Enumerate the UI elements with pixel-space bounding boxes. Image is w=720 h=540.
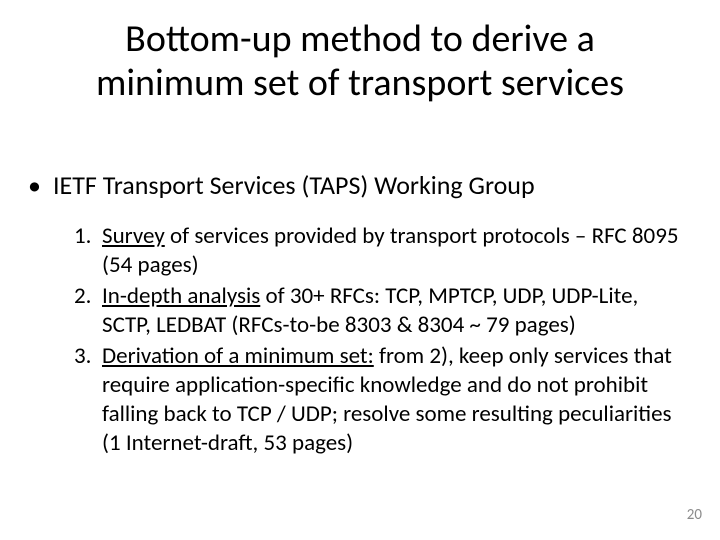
list-tail: (1 Internet-draft, 53 pages) <box>102 429 353 457</box>
page-number: 20 <box>687 506 702 524</box>
list-marker: 2. <box>74 282 102 311</box>
list-lead: Survey <box>102 222 165 250</box>
title-line-2: minimum set of transport services <box>96 60 624 106</box>
numbered-list: 1. Survey of services provided by transp… <box>74 222 680 460</box>
list-body: In-depth analysis of 30+ RFCs: TCP, MPTC… <box>102 282 680 340</box>
list-marker: 1. <box>74 222 102 251</box>
list-marker: 3. <box>74 342 102 371</box>
bullet-item: • IETF Transport Services (TAPS) Working… <box>28 170 692 201</box>
list-item: 2. In-depth analysis of 30+ RFCs: TCP, M… <box>74 282 680 340</box>
list-rest: of services provided by transport protoc… <box>102 222 679 279</box>
title-line-1: Bottom-up method to derive a <box>125 16 595 62</box>
bullet-marker: • <box>28 172 41 198</box>
list-body: Derivation of a minimum set: from 2), ke… <box>102 342 680 458</box>
slide: Bottom-up method to derive a minimum set… <box>0 0 720 540</box>
list-lead: Derivation of a minimum set: <box>102 342 374 370</box>
list-item: 1. Survey of services provided by transp… <box>74 222 680 280</box>
slide-title: Bottom-up method to derive a minimum set… <box>0 18 720 105</box>
list-item: 3. Derivation of a minimum set: from 2),… <box>74 342 680 458</box>
bullet-text: IETF Transport Services (TAPS) Working G… <box>53 170 535 201</box>
list-body: Survey of services provided by transport… <box>102 222 680 280</box>
list-lead: In-depth analysis <box>102 282 260 310</box>
